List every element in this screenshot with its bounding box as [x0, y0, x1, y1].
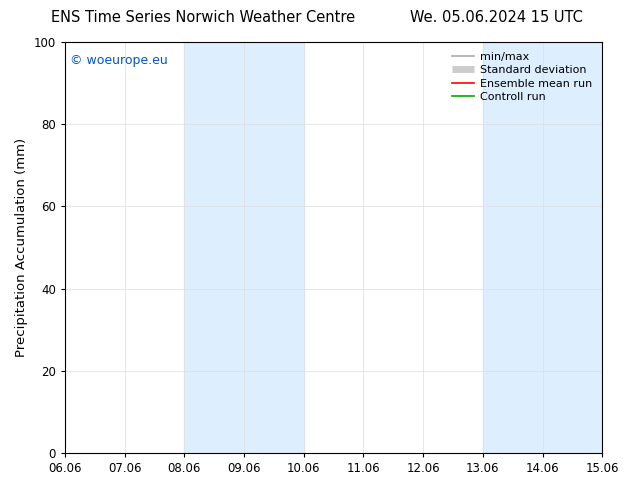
Text: ENS Time Series Norwich Weather Centre: ENS Time Series Norwich Weather Centre [51, 10, 355, 25]
Bar [483, 42, 602, 453]
Legend: min/max, Standard deviation, Ensemble mean run, Controll run: min/max, Standard deviation, Ensemble me… [448, 48, 597, 106]
Y-axis label: Precipitation Accumulation (mm): Precipitation Accumulation (mm) [15, 138, 28, 357]
Text: We. 05.06.2024 15 UTC: We. 05.06.2024 15 UTC [410, 10, 583, 25]
Text: © woeurope.eu: © woeurope.eu [70, 54, 168, 68]
Bar [184, 42, 304, 453]
